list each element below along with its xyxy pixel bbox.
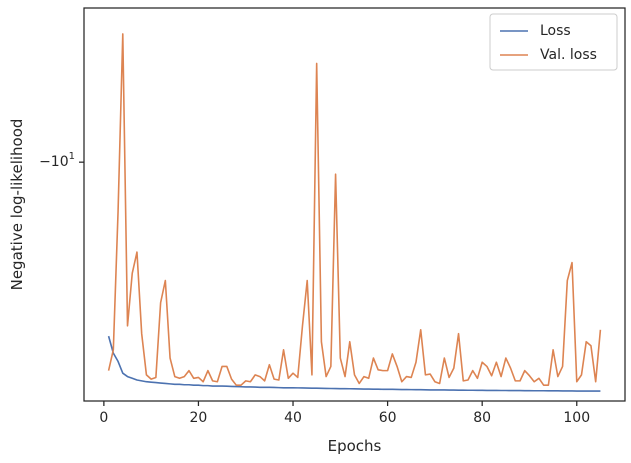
y-tick-label-base: −10 [39,154,69,170]
series-line-val-loss [107,33,602,386]
legend-label-val-loss: Val. loss [540,47,597,63]
x-axis: 0 20 40 60 80 100 [99,401,590,426]
legend-label-loss: Loss [540,23,571,39]
series-layer [107,33,602,392]
x-tick-label: 20 [190,410,208,426]
series-line-loss [107,335,601,392]
x-axis-label: Epochs [328,437,382,455]
plot-frame [83,7,626,402]
x-tick-label: 100 [563,410,590,426]
y-axis-label: Negative log-likelihood [8,119,26,291]
y-tick-label: −101 [39,151,75,170]
y-tick-label-exponent: 1 [69,151,75,162]
x-tick-label: 0 [99,410,108,426]
x-tick-label: 80 [473,410,491,426]
x-tick-label: 60 [379,410,397,426]
x-tick-label: 40 [284,410,302,426]
y-axis: −101 [39,151,84,170]
legend: Loss Val. loss [489,13,618,71]
legend-box [489,13,618,71]
